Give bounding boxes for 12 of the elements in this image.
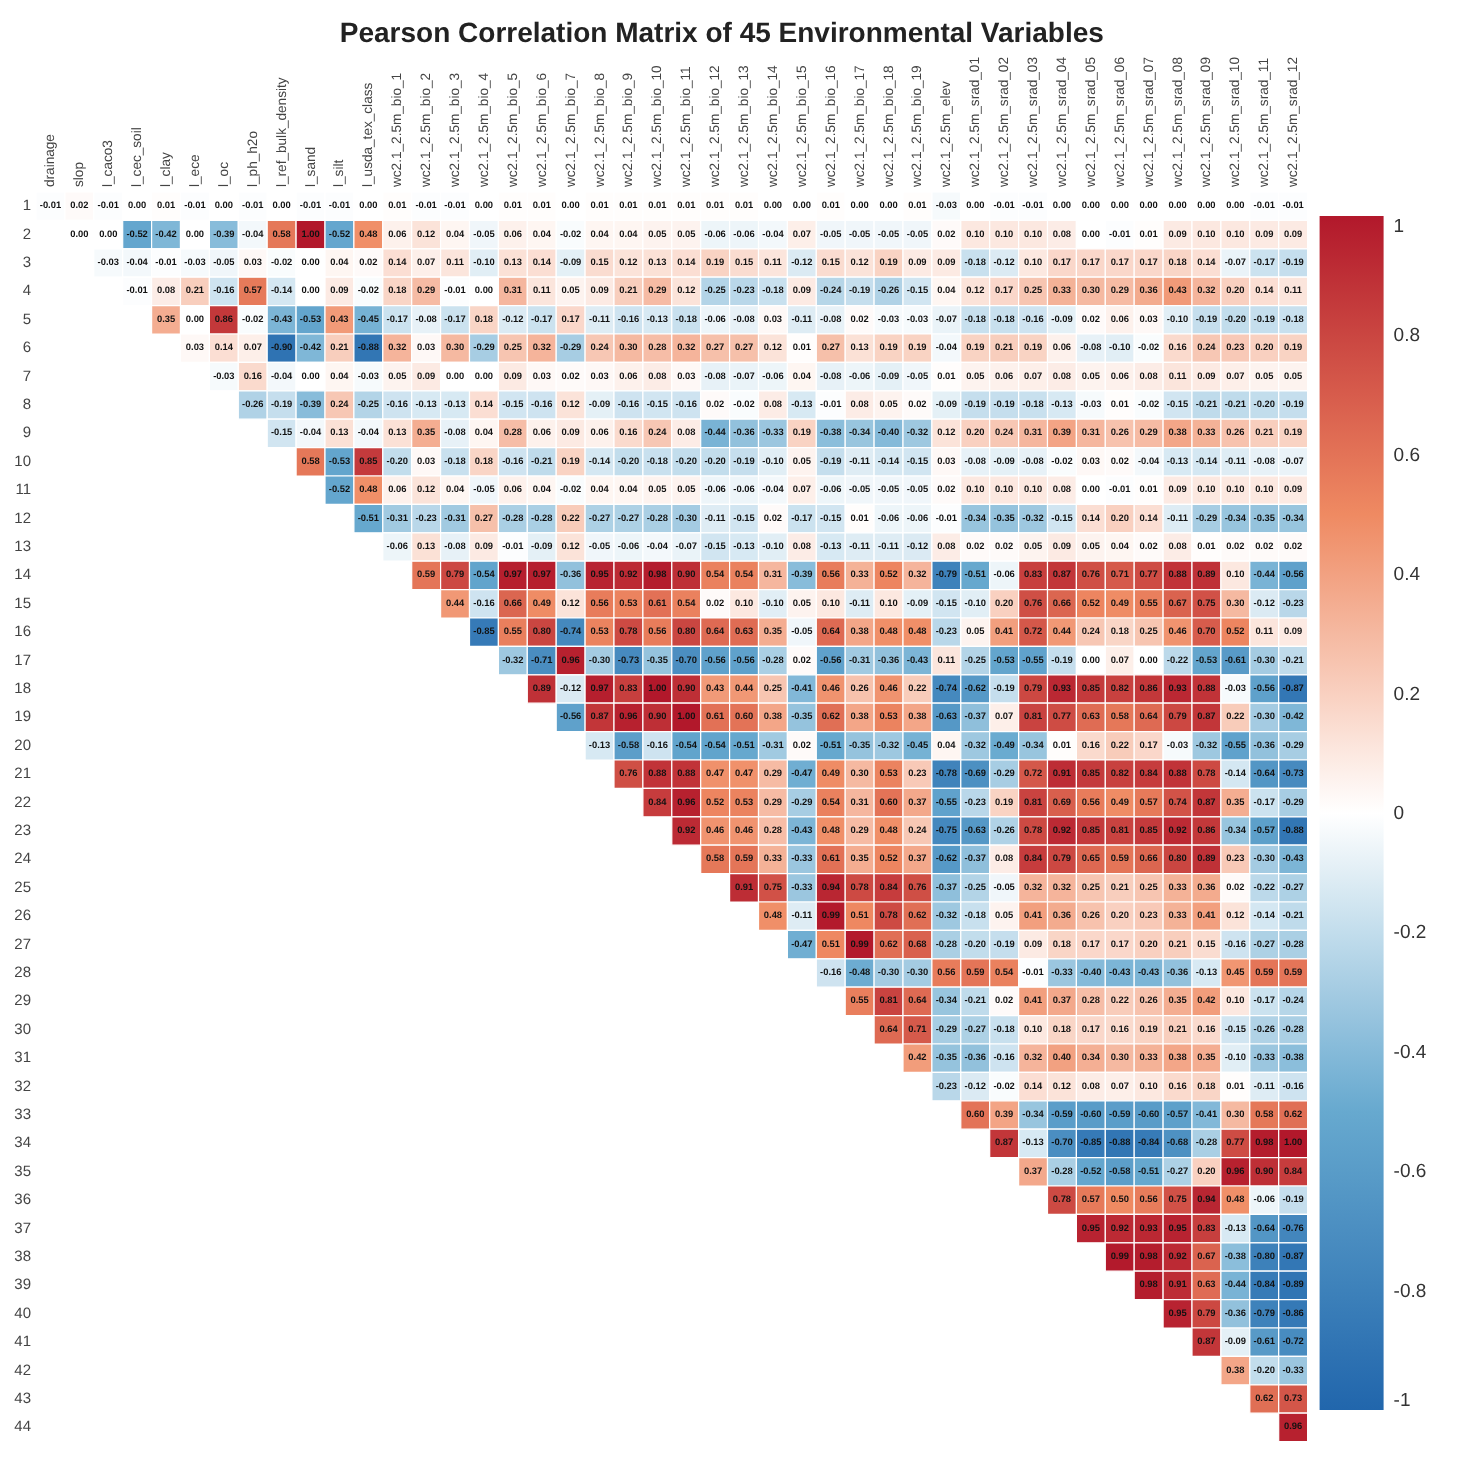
chart-title: Pearson Correlation Matrix of 45 Environmental Variables: [339, 16, 1105, 49]
color-bar-label: -0.2: [1393, 922, 1427, 945]
color-bar-label: -1: [1393, 1390, 1411, 1412]
color-bar-label: 0.2: [1393, 683, 1421, 706]
color-bar-label: 1: [1393, 216, 1405, 238]
color-bar-label: 0.4: [1393, 564, 1421, 587]
color-bar-label: -0.6: [1393, 1161, 1427, 1184]
color-bar-label: 0.8: [1393, 325, 1421, 348]
color-bar-label: 0: [1393, 803, 1405, 825]
color-bar-label: 0.6: [1393, 444, 1421, 467]
color-bar-label: -0.4: [1393, 1041, 1427, 1064]
color-bar-label: -0.8: [1393, 1280, 1427, 1303]
